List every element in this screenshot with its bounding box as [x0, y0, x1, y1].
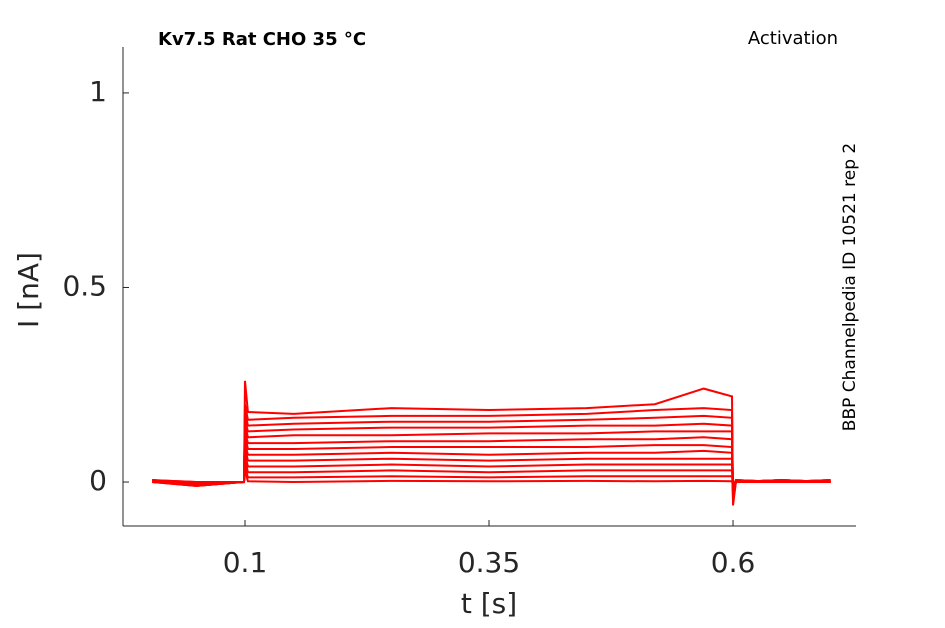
trace [152, 431, 831, 494]
annotation: Activation [748, 28, 838, 49]
y-tick-label: 0.5 [62, 269, 107, 302]
trace [152, 470, 831, 489]
y-tick-label: 1 [89, 75, 107, 108]
y-axis-label: I [nA] [12, 252, 45, 328]
x-tick-label: 0.35 [458, 546, 520, 579]
x-tick-label: 0.1 [223, 546, 268, 579]
trace [152, 458, 831, 492]
x-axis-label: t [s] [461, 587, 517, 620]
side-label: BBP Channelpedia ID 10521 rep 2 [840, 143, 860, 431]
y-tick-label: 0 [89, 464, 107, 497]
chart-title: Kv7.5 Rat CHO 35 °C [158, 29, 366, 50]
x-tick-label: 0.6 [711, 546, 756, 579]
